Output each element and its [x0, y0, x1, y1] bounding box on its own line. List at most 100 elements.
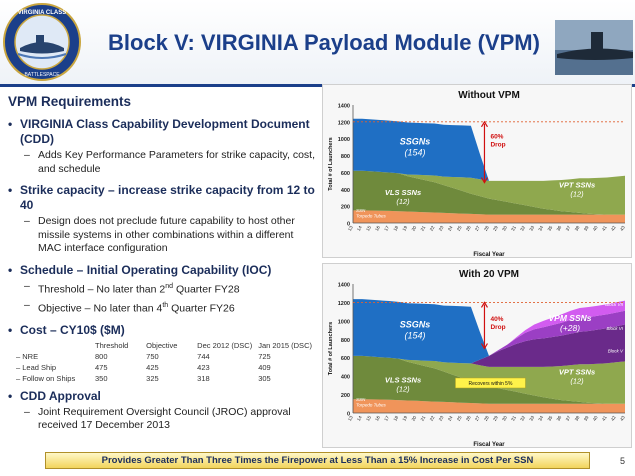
bullet-schedule: • Schedule – Initial Operating Capability… — [8, 262, 272, 277]
label-torpedo-tubes: Torpedo Tubes — [356, 403, 387, 408]
virginia-class-seal-logo: VIRGINIA CLASS BATTLESPACE — [3, 3, 81, 81]
bullet-cdd-approval: • CDD Approval — [8, 388, 101, 403]
sub-bullet-objective: – Objective – No later than 4th Quarter F… — [24, 298, 235, 315]
x-tick-label: 30 — [501, 415, 508, 422]
chart-title: With 20 VPM — [459, 269, 519, 280]
drop-arrow-head-top — [480, 120, 488, 128]
x-tick-label: 36 — [556, 415, 563, 422]
section-title: VPM Requirements — [8, 94, 132, 109]
x-tick-label: 25 — [456, 225, 463, 232]
x-tick-label: 17 — [383, 415, 390, 422]
label-ssgns: SSGNs — [400, 137, 431, 147]
sub-bullet-threshold: – Threshold – No later than 2nd Quarter F… — [24, 279, 240, 296]
x-tick-label: 19 — [401, 225, 408, 232]
label-ssn: SSN — [356, 208, 366, 213]
x-tick-label: 38 — [574, 225, 581, 232]
label-drop: Drop — [490, 324, 505, 331]
x-tick-label: 43 — [619, 225, 626, 232]
x-tick-label: 42 — [610, 225, 617, 232]
x-tick-label: 23 — [438, 415, 445, 422]
table-row: – Follow on Ships 350 325 318 305 — [16, 373, 271, 383]
x-tick-label: 15 — [365, 225, 372, 232]
label-vls-ssns: VLS SSNs — [385, 188, 421, 197]
x-tick-label: 21 — [420, 415, 427, 422]
x-tick-label: 28 — [483, 415, 490, 422]
x-tick-label: 37 — [565, 225, 572, 232]
sub-bullet-kpp: – Adds Key Performance Parameters for str… — [24, 149, 315, 175]
y-tick-label: 1200 — [338, 301, 350, 307]
x-tick-label: 14 — [356, 225, 363, 232]
x-tick-label: 17 — [383, 225, 390, 232]
series-area-ssgns — [353, 299, 625, 364]
x-tick-label: 23 — [438, 225, 445, 232]
header-objective: Objective — [146, 340, 178, 350]
label-ssn: SSN — [356, 397, 366, 402]
label-block-vii: Block VII — [605, 302, 624, 307]
label-vpt-ssns: VPT SSNs — [559, 367, 595, 376]
x-tick-label: 20 — [410, 415, 417, 422]
y-tick-label: 600 — [341, 171, 350, 177]
x-tick-label: 22 — [429, 415, 436, 422]
requirements-panel: VPM Requirements • VIRGINIA Class Capabil… — [6, 94, 318, 435]
label-block-vi: Block VI — [606, 326, 623, 331]
y-tick-label: 800 — [341, 338, 350, 344]
x-tick-label: 16 — [374, 225, 381, 232]
x-tick-label: 35 — [546, 225, 553, 232]
x-tick-label: 26 — [465, 415, 472, 422]
y-tick-label: 1000 — [338, 137, 350, 143]
x-tick-label: 21 — [420, 225, 427, 232]
cost-table-header: Threshold Objective Dec 2012 (DSC) Jan 2… — [16, 340, 318, 351]
series-area-ssgns — [353, 118, 625, 181]
label-ssgns: SSGNs — [400, 319, 431, 329]
x-tick-label: 30 — [501, 225, 508, 232]
x-tick-label: 29 — [492, 225, 499, 232]
y-tick-label: 1000 — [338, 319, 350, 325]
y-tick-label: 200 — [341, 393, 350, 399]
x-tick-label: 25 — [456, 415, 463, 422]
drop-arrow-head-top — [480, 301, 488, 308]
table-row: – NRE 800 750 744 725 — [16, 351, 271, 361]
x-tick-label: 20 — [410, 225, 417, 232]
label-vpm-ssns: VPM SSNs — [549, 313, 592, 323]
series-area-block-vii — [353, 300, 625, 364]
header-divider — [0, 84, 635, 87]
y-tick-label: 1400 — [338, 104, 350, 110]
submarine-photo — [555, 20, 633, 75]
x-tick-label: 18 — [392, 225, 399, 232]
series-area-ssn-torpedo-tubes — [353, 210, 625, 223]
y-axis-label: Total # of Launchers — [328, 137, 334, 190]
y-tick-label: 0 — [347, 412, 350, 418]
bullet-cdd-document: • VIRGINIA Class Capability Development D… — [8, 117, 310, 146]
x-tick-label: 34 — [537, 415, 544, 422]
x-tick-label: 42 — [610, 415, 617, 422]
x-tick-label: 24 — [447, 415, 454, 422]
page-title: Block V: VIRGINIA Payload Module (VPM) — [108, 30, 540, 55]
drop-arrow-head-bottom — [480, 177, 488, 184]
series-area-vls-ssns — [353, 170, 625, 215]
y-tick-label: 1400 — [338, 283, 350, 289]
x-tick-label: 33 — [528, 415, 535, 422]
label-vls-ssns: VLS SSNs — [385, 376, 421, 385]
label-drop-percent: 60% — [490, 134, 503, 141]
table-row: – Lead Ship 475 425 423 409 — [16, 362, 271, 372]
label-vpt-ssns: VPT SSNs — [559, 181, 595, 190]
x-tick-label: 24 — [447, 225, 454, 232]
label-drop: Drop — [490, 142, 505, 149]
footer-banner: Provides Greater Than Three Times the Fi… — [45, 452, 590, 469]
label-block-v: Block V — [608, 349, 624, 354]
x-tick-label: 22 — [429, 225, 436, 232]
x-tick-label: 41 — [601, 415, 608, 422]
x-tick-label: 26 — [465, 225, 472, 232]
svg-text:VIRGINIA CLASS: VIRGINIA CLASS — [18, 10, 66, 16]
x-axis-label: Fiscal Year — [473, 252, 505, 258]
chart-title: Without VPM — [458, 90, 520, 101]
svg-text:BATTLESPACE: BATTLESPACE — [24, 72, 60, 78]
header-jan-2015: Jan 2015 (DSC) — [258, 340, 312, 350]
label-recovers: Recovers within 5% — [469, 381, 513, 387]
label-drop-percent: 40% — [490, 316, 503, 323]
slide-header: VIRGINIA CLASS BATTLESPACE Block V: VIRG… — [0, 0, 635, 86]
x-tick-label: 35 — [546, 415, 553, 422]
x-tick-label: 16 — [374, 415, 381, 422]
label-vpm-count: (+28) — [560, 323, 580, 333]
series-area-ssn-torpedo-tubes — [353, 399, 625, 413]
